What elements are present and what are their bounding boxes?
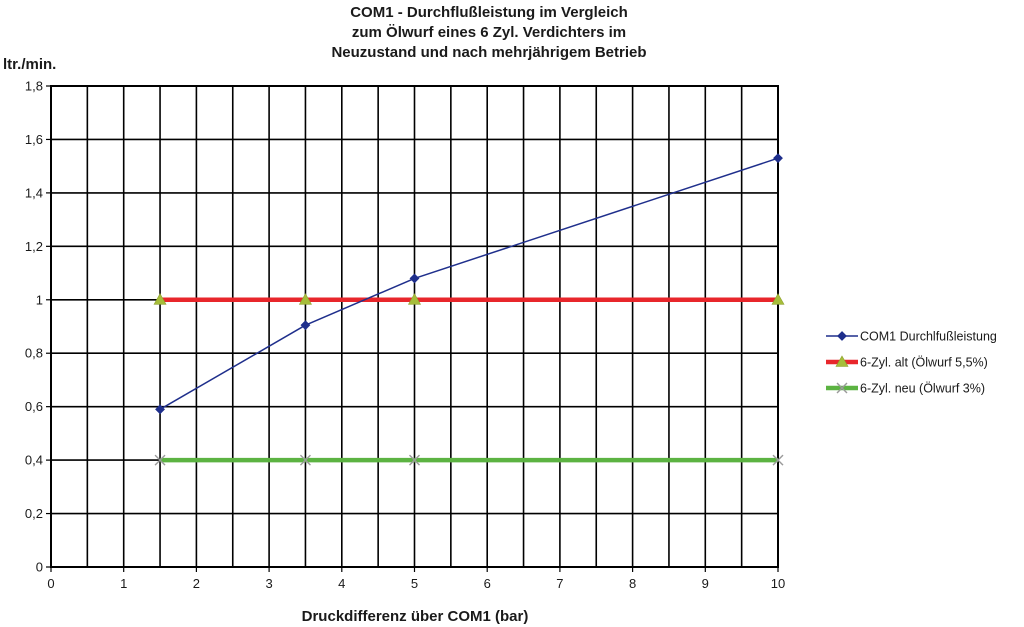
data-point-triangle: [407, 293, 422, 305]
series-0: [155, 153, 783, 415]
y-tick-label: 1: [36, 292, 43, 307]
data-point-triangle: [298, 293, 312, 305]
data-point-x-stroke: [154, 454, 166, 466]
legend-marker-diamond: [837, 331, 847, 341]
data-point-x: [409, 454, 420, 466]
y-tick-label: 0,8: [25, 346, 43, 361]
data-point-diamond: [155, 404, 165, 415]
data-point-x-stroke: [299, 454, 311, 466]
tick-labels: 0 0,2 0,4 0,6 0,8 1 1,2 1,4 1,6 1,8 0 1 2 3 4 5 6 7 8 9 10: [25, 79, 785, 592]
y-tick-label: 0,4: [25, 453, 43, 468]
chart-title-line-1: COM1 - Durchflußleistung im Vergleich: [350, 4, 628, 21]
y-tick-label: 0,2: [25, 506, 43, 521]
data-point-triangle: [153, 293, 167, 305]
chart-title: COM1 - Durchflußleistung im Vergleich zu…: [331, 4, 646, 61]
data-point-x-stroke: [772, 454, 784, 466]
legend-marker-triangle: [835, 355, 849, 367]
x-tick-label: 7: [556, 576, 563, 591]
y-tick-label: 0,6: [25, 399, 43, 414]
x-tick-label: 8: [629, 576, 636, 591]
y-tick-label: 1,6: [25, 132, 43, 147]
x-tick-label: 2: [193, 576, 200, 591]
data-point-diamond: [300, 320, 311, 331]
y-axis-label: ltr./min.: [3, 56, 56, 73]
x-tick-label: 0: [47, 576, 54, 591]
data-point-x: [772, 454, 784, 466]
data-point-x: [299, 454, 311, 466]
data-point-diamond: [409, 273, 420, 284]
series-line: [159, 157, 779, 410]
legend-item: 6-Zyl. alt (Ölwurf 5,5%): [826, 355, 988, 370]
y-tick-label: 1,8: [25, 79, 43, 94]
legend-marker-x-stroke: [836, 382, 848, 394]
data-point-x-stroke: [409, 454, 420, 466]
chart-title-line-3: Neuzustand und nach mehrjährigem Betrieb: [331, 44, 646, 61]
legend-item: COM1 Durchlfußleistung: [826, 330, 997, 344]
legend: COM1 Durchlfußleistung 6-Zyl. alt (Ölwurf…: [826, 330, 997, 396]
series-2: [154, 454, 784, 466]
data-point-triangle: [771, 293, 785, 305]
x-tick-label: 10: [771, 576, 785, 591]
series-1: [153, 293, 785, 305]
series-layer: [153, 153, 785, 466]
legend-item: 6-Zyl. neu (Ölwurf 3%): [826, 382, 985, 396]
data-point-diamond: [773, 153, 783, 164]
legend-marker-x: [836, 382, 848, 394]
plot-grid: [46, 85, 779, 572]
y-tick-label: 0: [36, 560, 43, 575]
x-tick-label: 5: [411, 576, 418, 591]
legend-label: COM1 Durchlfußleistung: [860, 330, 997, 344]
x-tick-label: 3: [265, 576, 272, 591]
x-axis-label: Druckdifferenz über COM1 (bar): [302, 608, 529, 625]
legend-label: 6-Zyl. alt (Ölwurf 5,5%): [860, 356, 988, 370]
y-tick-label: 1,2: [25, 239, 43, 254]
x-tick-label: 9: [702, 576, 709, 591]
y-tick-label: 1,4: [25, 185, 43, 200]
chart-title-line-2: zum Ölwurf eines 6 Zyl. Verdichters im: [352, 24, 626, 41]
x-tick-label: 1: [120, 576, 127, 591]
data-point-x: [154, 454, 166, 466]
x-tick-label: 6: [484, 576, 491, 591]
x-tick-label: 4: [338, 576, 345, 591]
legend-label: 6-Zyl. neu (Ölwurf 3%): [860, 382, 985, 396]
